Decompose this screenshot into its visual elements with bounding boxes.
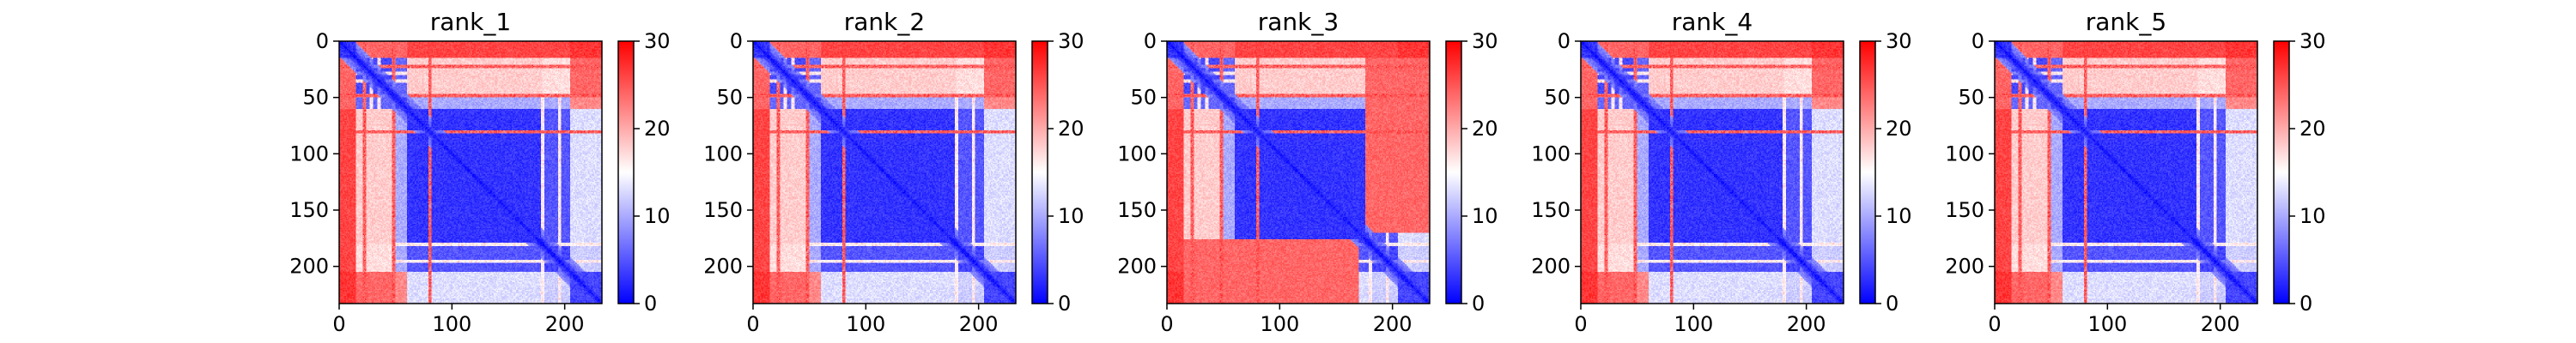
colorbar-tick-label: 20 <box>1472 117 1498 141</box>
panel-title: rank_3 <box>1258 8 1339 36</box>
y-tick-label: 150 <box>289 198 329 222</box>
colorbar <box>2273 40 2290 304</box>
y-tick-label: 0 <box>730 29 743 53</box>
panel-title: rank_4 <box>1672 8 1753 36</box>
colorbar <box>1859 40 1876 304</box>
panel-rank_4: rank_4 0 100 200 0 50 100 150 200 0 10 20 30 <box>1531 8 1911 336</box>
axes-frame <box>1580 40 1844 304</box>
x-tick-label: 100 <box>432 312 471 336</box>
colorbar-tick-label: 30 <box>1886 29 1912 53</box>
x-tick-label: 200 <box>959 312 999 336</box>
y-tick-label: 100 <box>703 141 743 165</box>
colorbar <box>1031 40 1048 304</box>
y-tick-label: 200 <box>1945 255 1984 279</box>
y-tick-label: 50 <box>302 86 329 110</box>
panel-rank_3: rank_3 0 100 200 0 50 100 150 200 0 10 20 30 <box>1117 8 1498 336</box>
colorbar <box>617 40 635 304</box>
y-tick-label: 100 <box>1117 141 1157 165</box>
y-tick-label: 100 <box>289 141 329 165</box>
panel-title: rank_1 <box>430 8 511 36</box>
colorbar-tick-label: 20 <box>1886 117 1912 141</box>
colorbar-tick-label: 0 <box>1058 292 1071 316</box>
y-tick-label: 50 <box>1130 86 1157 110</box>
colorbar-tick-label: 0 <box>2300 292 2312 316</box>
x-tick-label: 100 <box>846 312 885 336</box>
colorbar-tick-label: 10 <box>1886 204 1912 228</box>
x-tick-label: 200 <box>1787 312 1826 336</box>
y-tick-label: 0 <box>316 29 329 53</box>
panel-title: rank_2 <box>844 8 925 36</box>
colorbar-tick-label: 10 <box>2300 204 2326 228</box>
colorbar-tick-label: 10 <box>1058 204 1084 228</box>
y-tick-label: 200 <box>1117 255 1157 279</box>
y-tick-label: 50 <box>1544 86 1571 110</box>
y-tick-label: 150 <box>1945 198 1984 222</box>
y-tick-label: 50 <box>716 86 743 110</box>
axes-frame <box>752 40 1017 304</box>
colorbar <box>1445 40 1462 304</box>
y-tick-label: 0 <box>1558 29 1571 53</box>
panel-rank_5: rank_5 0 100 200 0 50 100 150 200 0 10 20 30 <box>1945 8 2325 336</box>
y-tick-label: 100 <box>1945 141 1984 165</box>
colorbar-tick-label: 20 <box>2300 117 2326 141</box>
x-tick-label: 200 <box>1373 312 1413 336</box>
heatmap-image <box>339 41 602 304</box>
x-tick-label: 0 <box>332 312 345 336</box>
axes-frame <box>1166 40 1431 304</box>
y-tick-label: 150 <box>703 198 743 222</box>
colorbar-tick-label: 0 <box>1472 292 1485 316</box>
x-tick-label: 0 <box>746 312 759 336</box>
colorbar-tick-label: 30 <box>1058 29 1084 53</box>
y-tick-label: 200 <box>289 255 329 279</box>
y-tick-label: 200 <box>703 255 743 279</box>
panel-rank_1: rank_1 0 100 200 0 50 100 150 200 0 10 20 30 <box>289 8 670 336</box>
y-tick-label: 100 <box>1531 141 1571 165</box>
colorbar-tick-label: 30 <box>644 29 671 53</box>
heatmap-image <box>1995 41 2257 304</box>
y-tick-label: 0 <box>1971 29 1984 53</box>
y-tick-label: 150 <box>1117 198 1157 222</box>
heatmap-image <box>753 41 1016 304</box>
x-tick-label: 0 <box>1574 312 1587 336</box>
colorbar-tick-label: 10 <box>644 204 671 228</box>
y-tick-label: 0 <box>1144 29 1157 53</box>
x-tick-label: 0 <box>1160 312 1173 336</box>
x-tick-label: 0 <box>1988 312 2001 336</box>
colorbar-tick-label: 0 <box>644 292 657 316</box>
x-tick-label: 200 <box>545 312 585 336</box>
colorbar-tick-label: 30 <box>2300 29 2326 53</box>
colorbar-tick-label: 0 <box>1886 292 1899 316</box>
x-tick-label: 100 <box>2087 312 2127 336</box>
x-tick-label: 100 <box>1260 312 1299 336</box>
heatmap-image <box>1167 41 1430 304</box>
y-tick-label: 200 <box>1531 255 1571 279</box>
heatmap-image <box>1581 41 1844 304</box>
x-tick-label: 100 <box>1674 312 1713 336</box>
panel-title: rank_5 <box>2086 8 2166 36</box>
colorbar-tick-label: 20 <box>1058 117 1084 141</box>
axes-frame <box>1994 40 2258 304</box>
colorbar-tick-label: 20 <box>644 117 671 141</box>
axes-frame <box>338 40 603 304</box>
colorbar-tick-label: 10 <box>1472 204 1498 228</box>
x-tick-label: 200 <box>2201 312 2240 336</box>
panel-rank_2: rank_2 0 100 200 0 50 100 150 200 0 10 20 30 <box>703 8 1084 336</box>
y-tick-label: 150 <box>1531 198 1571 222</box>
colorbar-tick-label: 30 <box>1472 29 1498 53</box>
y-tick-label: 50 <box>1958 86 1984 110</box>
